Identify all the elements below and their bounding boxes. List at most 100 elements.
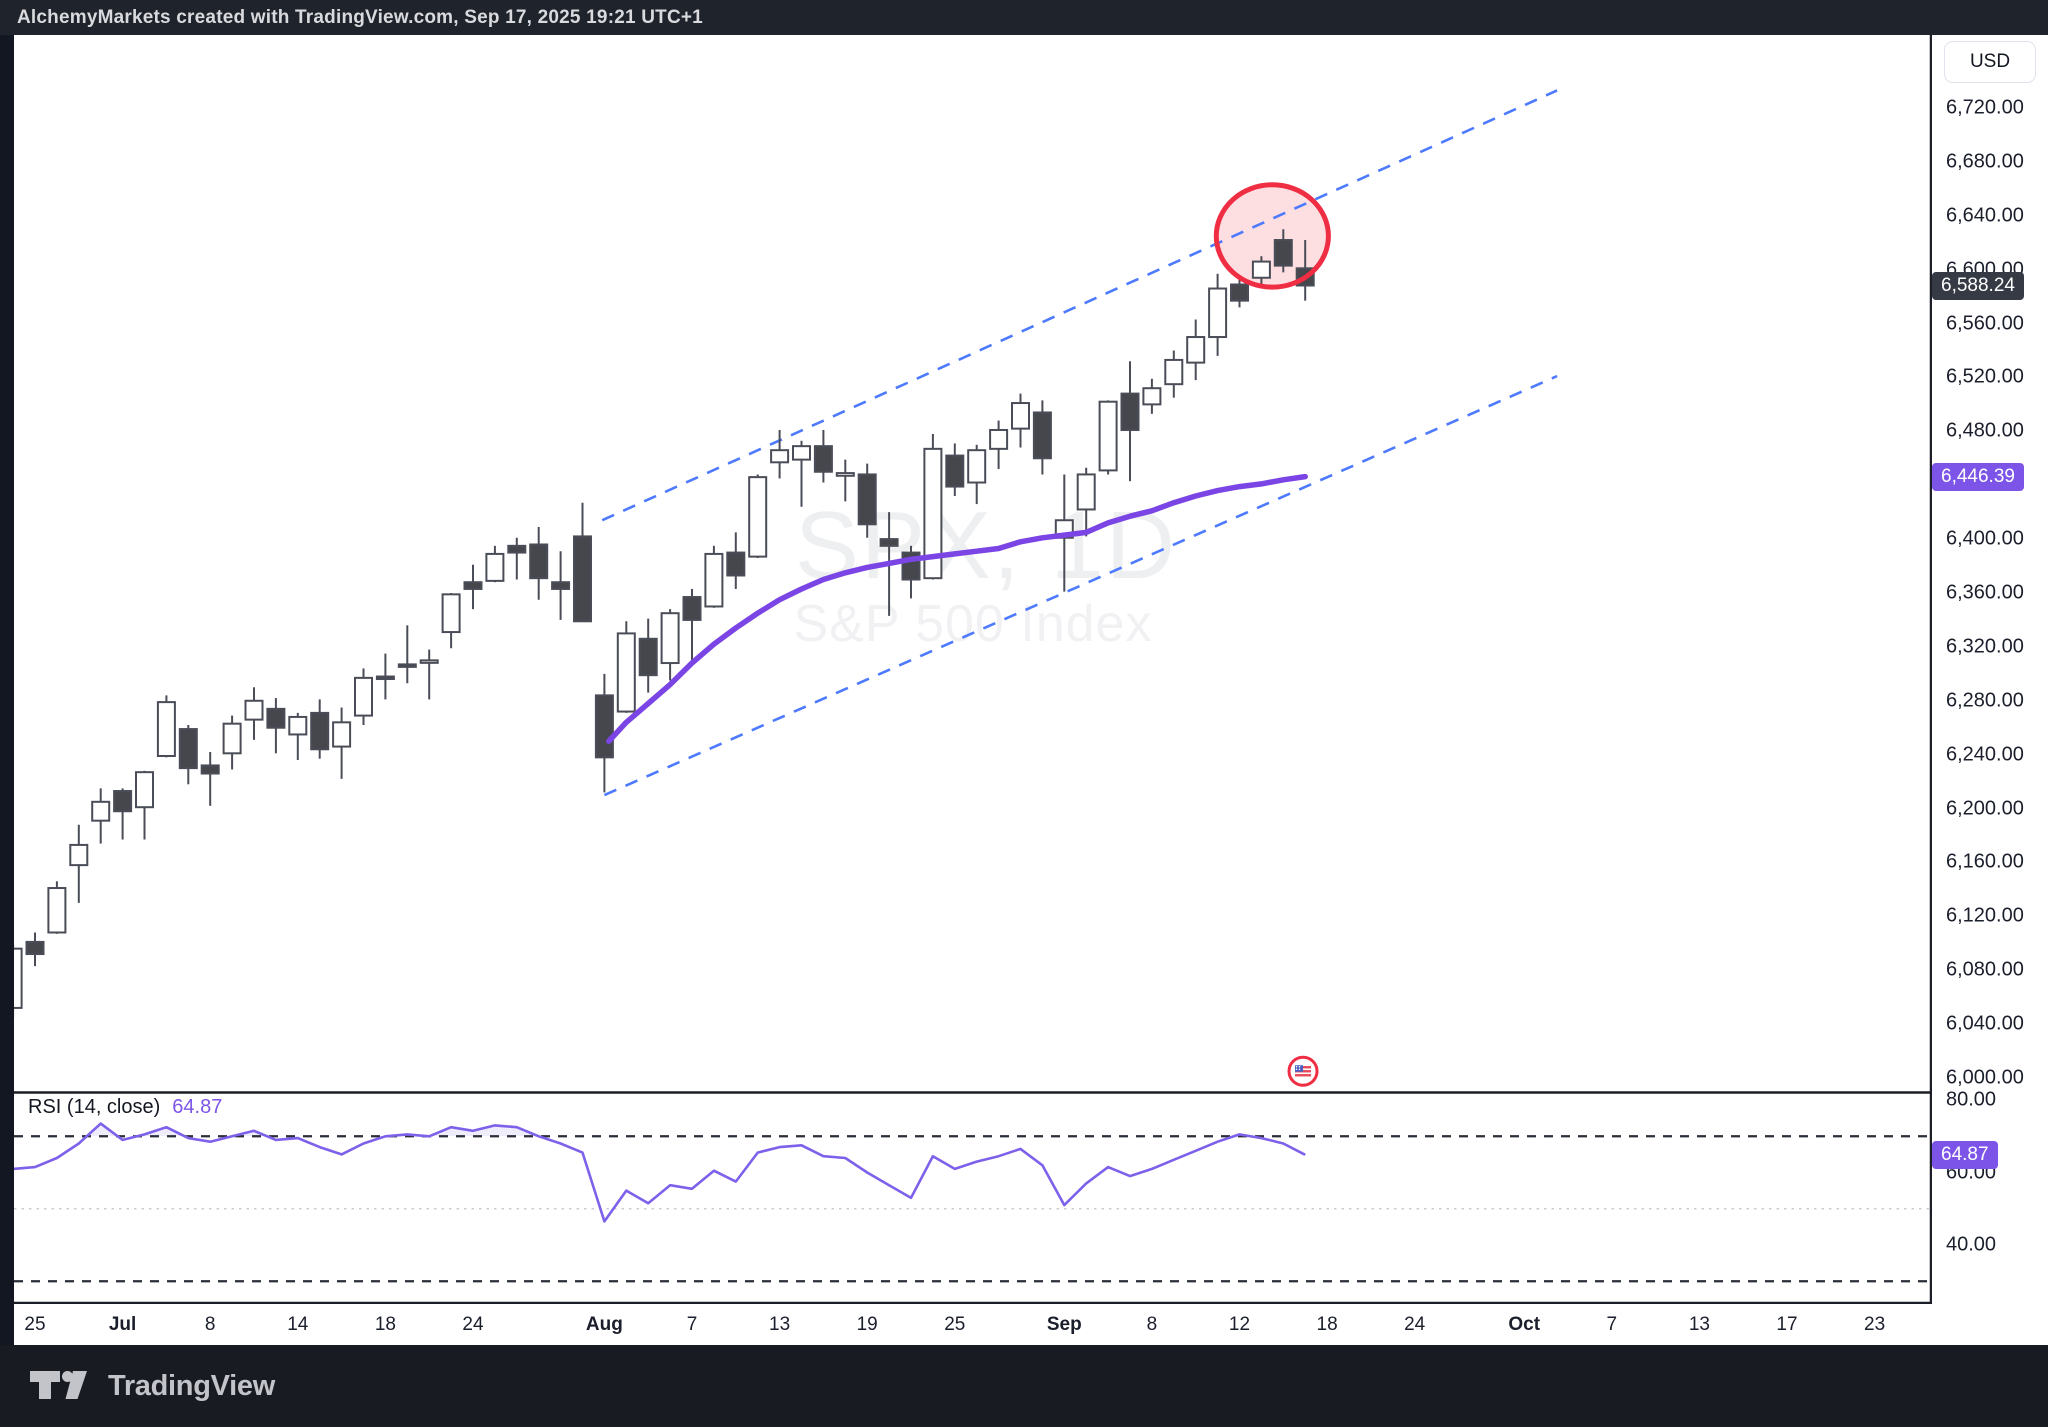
price-label-6200: 6,200.00 xyxy=(1946,797,2024,820)
candle-body-jul-16 xyxy=(332,721,352,748)
time-label-oct-68: Oct xyxy=(1508,1313,1541,1335)
price-label-6040: 6,040.00 xyxy=(1946,1012,2024,1035)
price-label-6120: 6,120.00 xyxy=(1946,904,2024,927)
price-label-6640: 6,640.00 xyxy=(1946,204,2024,227)
candle-body-jul-7 xyxy=(178,728,198,770)
candle-body-aug-7 xyxy=(682,596,702,621)
candle-body-jul-29 xyxy=(529,543,549,580)
candle-body-aug-22 xyxy=(923,447,943,580)
time-axis[interactable]: 25 Jul 8 14 18 24 Aug 7 13 19 25 Sep 8 12 18 24 Oct 7 13 17… xyxy=(0,1304,2048,1345)
rsi-line[interactable] xyxy=(12,1122,1306,1223)
last-price-badge: 6,588.24 xyxy=(1932,271,2024,300)
time-label-8-8: 8 xyxy=(204,1313,216,1335)
candle-body-aug-18 xyxy=(835,472,855,477)
candle-body-jun-25 xyxy=(25,940,45,956)
time-label-8-51: 8 xyxy=(1146,1313,1158,1335)
tradingview-logo[interactable]: TradingView xyxy=(30,1370,275,1403)
rsi-name-and-params: RSI (14, close) xyxy=(28,1096,161,1118)
candle-body-jul-22 xyxy=(419,659,439,664)
time-label-7-30: 7 xyxy=(686,1313,698,1335)
time-label-sep-47: Sep xyxy=(1046,1313,1082,1335)
currency-toggle-button[interactable]: USD xyxy=(1944,41,2036,83)
candle-body-sep-5 xyxy=(1120,392,1140,431)
candle-body-aug-13 xyxy=(770,449,790,464)
time-label-18-16: 18 xyxy=(374,1313,396,1335)
candle-body-aug-12 xyxy=(748,476,768,558)
candle-body-jul-24 xyxy=(463,581,483,590)
time-label-12-55: 12 xyxy=(1228,1313,1251,1335)
us-flag-marker-icon[interactable] xyxy=(1287,1055,1319,1087)
price-label-6400: 6,400.00 xyxy=(1946,527,2024,550)
highlight-circle-fill xyxy=(1216,184,1329,288)
candle-body-jul-23 xyxy=(441,593,461,634)
candle-body-aug-14 xyxy=(792,445,811,461)
candle-body-jun-27 xyxy=(69,843,89,867)
candle-body-jul-21 xyxy=(397,663,417,668)
time-label-18-59: 18 xyxy=(1316,1313,1338,1335)
time-label-25-0: 25 xyxy=(24,1313,46,1335)
candle-body-jul-30 xyxy=(551,581,571,590)
price-label-6160: 6,160.00 xyxy=(1946,850,2024,873)
title-bar: AlchemyMarkets created with TradingView.… xyxy=(0,0,2048,35)
candle-body-aug-15 xyxy=(813,445,833,473)
tradingview-brand-text: TradingView xyxy=(108,1369,275,1402)
time-label-jul-4: Jul xyxy=(108,1313,137,1335)
candle-body-aug-26 xyxy=(967,449,987,484)
rsi-value-text: 64.87 xyxy=(172,1096,223,1118)
candle-body-jun-30 xyxy=(91,800,111,822)
ma-value-badge: 6,446.39 xyxy=(1932,462,2024,491)
chart-title: AlchemyMarkets created with TradingView.… xyxy=(17,6,703,28)
moving-average-line[interactable] xyxy=(606,473,1308,744)
time-label-24-63: 24 xyxy=(1404,1313,1426,1335)
candle-body-sep-12 xyxy=(1230,283,1249,302)
time-label-24-20: 24 xyxy=(462,1313,484,1335)
candle-body-aug-4 xyxy=(616,632,636,713)
rsi-overbought-fill xyxy=(86,1123,1251,1137)
candle-body-aug-6 xyxy=(660,612,680,665)
candle-body-aug-29 xyxy=(1032,411,1052,460)
tradingview-logo-icon xyxy=(30,1371,87,1399)
price-label-6480: 6,480.00 xyxy=(1946,419,2024,442)
highlight-circle[interactable] xyxy=(1213,182,1331,290)
time-label-13-76: 13 xyxy=(1688,1313,1710,1335)
candle-body-jul-2 xyxy=(135,771,154,809)
candle-body-aug-1 xyxy=(594,694,614,759)
price-label-6280: 6,280.00 xyxy=(1946,689,2024,712)
candle-body-sep-16 xyxy=(1273,239,1293,267)
price-label-6320: 6,320.00 xyxy=(1946,635,2024,658)
candle-body-aug-27 xyxy=(989,428,1009,450)
lower-channel-trendline[interactable] xyxy=(603,374,1558,797)
left-edge-strip xyxy=(0,35,14,1345)
candle-body-aug-28 xyxy=(1011,402,1030,430)
candle-body-aug-19 xyxy=(857,473,877,526)
upper-channel-trendline[interactable] xyxy=(601,89,1558,522)
candle-body-sep-8 xyxy=(1142,387,1162,406)
candle-body-sep-3 xyxy=(1076,473,1096,511)
price-label-6560: 6,560.00 xyxy=(1946,312,2024,335)
candle-body-aug-20 xyxy=(879,538,899,547)
candle-body-jul-10 xyxy=(244,699,264,721)
time-label-13-34: 13 xyxy=(769,1313,791,1335)
candle-body-jul-1 xyxy=(113,790,133,813)
price-label-6080: 6,080.00 xyxy=(1946,958,2024,981)
candle-body-jul-9 xyxy=(222,722,242,755)
rsi-scale-label-40: 40.00 xyxy=(1946,1233,1997,1256)
index-name-watermark: S&P 500 Index xyxy=(793,595,1153,653)
candle-body-aug-11 xyxy=(726,551,746,577)
rsi-indicator-label[interactable]: RSI (14, close) 64.87 xyxy=(28,1096,222,1119)
candle-body-sep-10 xyxy=(1186,336,1206,364)
candle-body-jul-31 xyxy=(573,535,592,623)
rsi-value-badge: 64.87 xyxy=(1932,1140,1998,1169)
price-label-6000: 6,000.00 xyxy=(1946,1066,2024,1089)
price-axis[interactable]: USD 6,720.00 6,680.00 6,640.00 6,600.00 6,56… xyxy=(1932,35,2048,1345)
candle-body-jun-26 xyxy=(47,887,67,934)
candle-body-aug-5 xyxy=(638,637,658,677)
candle-body-jul-3 xyxy=(156,701,176,758)
candle-body-sep-9 xyxy=(1164,358,1184,386)
candle-body-jul-11 xyxy=(266,707,286,729)
price-label-6360: 6,360.00 xyxy=(1946,581,2024,604)
time-label-19-38: 19 xyxy=(856,1313,878,1335)
candle-body-aug-8 xyxy=(704,552,724,608)
candle-body-jul-18 xyxy=(375,675,395,681)
chart-canvas[interactable] xyxy=(0,35,2048,1345)
